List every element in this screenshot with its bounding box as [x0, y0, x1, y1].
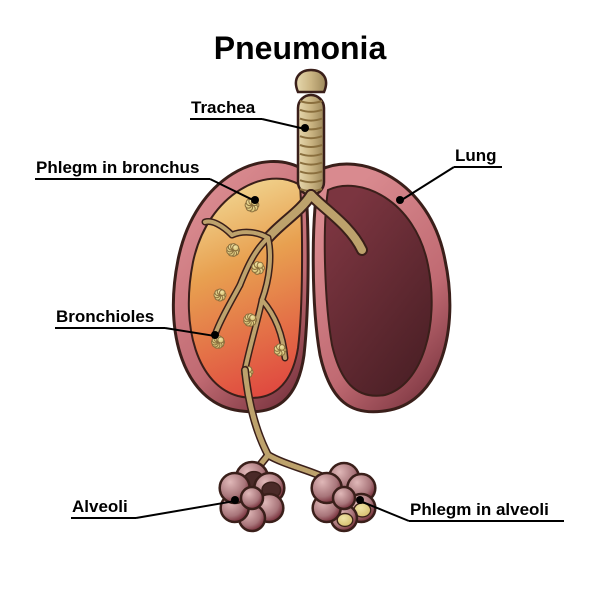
leader-dot-phlegm-alveoli [356, 496, 364, 504]
underline-lung [454, 166, 502, 168]
label-alveoli: Alveoli [72, 497, 128, 517]
leader-dot-alveoli [231, 496, 239, 504]
underline-alveoli [71, 517, 136, 519]
label-phlegm-alveoli: Phlegm in alveoli [410, 500, 549, 520]
underline-bronchioles [55, 327, 165, 329]
label-trachea: Trachea [191, 98, 255, 118]
label-phlegm-bronchus: Phlegm in bronchus [36, 158, 199, 178]
label-bronchioles: Bronchioles [56, 307, 154, 327]
underline-phlegm-alveoli [409, 520, 564, 522]
underline-phlegm-bronchus [35, 178, 210, 180]
diagram-stage: Pneumonia TracheaPhlegm in bronchusBronc… [0, 0, 600, 600]
leader-dot-bronchioles [211, 331, 219, 339]
label-lung: Lung [455, 146, 497, 166]
leader-dot-phlegm-bronchus [251, 196, 259, 204]
leader-dot-lung [396, 196, 404, 204]
leader-dot-trachea [301, 124, 309, 132]
underline-trachea [190, 118, 262, 120]
